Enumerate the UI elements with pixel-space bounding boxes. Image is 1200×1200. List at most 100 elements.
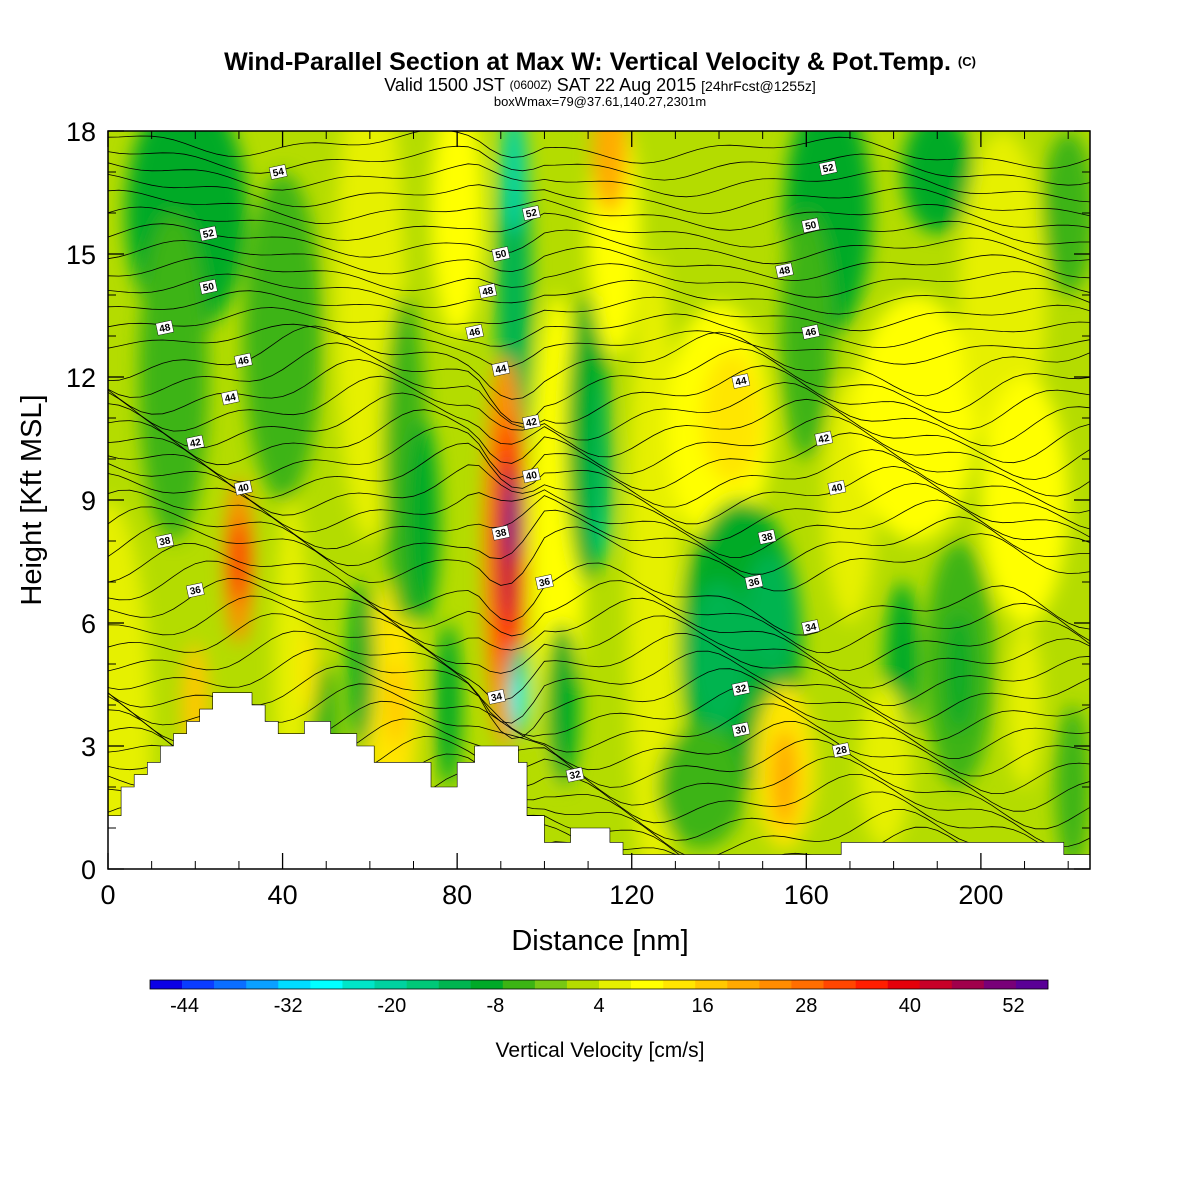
colorbar-swatch	[1015, 980, 1049, 989]
theta-contour	[108, 426, 1090, 497]
theta-contour	[108, 463, 1090, 530]
contour-label: 44	[731, 373, 751, 389]
theta-contour	[108, 506, 1090, 575]
colorbar-swatch	[246, 980, 279, 989]
field-blob	[500, 131, 527, 234]
field-blob	[701, 352, 763, 484]
contour-label: 48	[155, 320, 175, 336]
contour-label-box	[199, 225, 218, 242]
velocity-field: 54 52 50 48 46 44 42 40 38 36 52 50 48 46 44 42 40 38 36 34…	[108, 131, 1090, 869]
contour-label-text: 52	[822, 162, 836, 175]
field-blob	[243, 172, 322, 500]
theta-contour	[108, 578, 1090, 671]
velocity-streak	[300, 623, 318, 714]
theta-contour	[108, 442, 1090, 514]
colorbar-tick-label: 52	[1002, 995, 1024, 1017]
contour-label-box	[268, 164, 288, 180]
theta-contour	[108, 131, 1090, 169]
x-tick-label: 200	[958, 880, 1003, 910]
colorbar-swatch	[470, 980, 504, 989]
contour-label-box	[818, 160, 838, 176]
theta-contour	[108, 206, 1090, 248]
contour-label-text: 50	[202, 281, 216, 294]
colorbar-swatch	[599, 980, 632, 989]
contour-label-text: 32	[734, 683, 748, 696]
x-tick-label: 160	[784, 880, 829, 910]
contour-label-text: 40	[525, 470, 539, 483]
contour-label-box	[199, 279, 218, 295]
contour-label: 46	[465, 324, 484, 340]
theta-contour	[108, 325, 1090, 400]
contour-label-box	[185, 434, 205, 451]
colorbar-swatch	[727, 980, 760, 989]
theta-contour	[108, 223, 1090, 265]
x-tick-label: 0	[100, 880, 115, 910]
colorbar-swatch	[406, 980, 439, 989]
theta-contour	[108, 273, 1090, 315]
contour-label-text: 42	[525, 416, 539, 429]
y-tick-label: 9	[81, 486, 96, 516]
contour-label: 48	[478, 283, 498, 299]
field-blob	[544, 623, 580, 787]
theta-contour	[108, 613, 1090, 707]
contour-label: 42	[814, 430, 834, 447]
contour-label-text: 52	[525, 207, 539, 220]
contour-label: 52	[199, 225, 218, 242]
colorbar-swatch	[791, 980, 824, 989]
field-blob	[657, 725, 746, 849]
contour-label-box	[522, 467, 541, 484]
x-axis-label: Distance [nm]	[511, 925, 688, 957]
contour-label: 42	[185, 434, 205, 451]
colorbar	[149, 979, 1049, 990]
contour-label-text: 44	[734, 375, 748, 388]
theta-contour	[108, 240, 1090, 282]
field-blob	[980, 377, 1069, 623]
theta-contour	[108, 342, 1090, 424]
contour-label: 38	[491, 525, 511, 541]
contour-label: 42	[522, 414, 541, 430]
field-blob	[138, 213, 209, 541]
contour-label: 48	[775, 262, 794, 279]
contour-label-text: 30	[734, 724, 748, 737]
colorbar-swatch	[310, 980, 343, 989]
contour-label: 36	[744, 574, 764, 590]
contour-label: 52	[818, 160, 838, 176]
contour-label: 46	[233, 352, 253, 369]
velocity-streak	[592, 377, 610, 521]
theta-contour	[108, 174, 1090, 217]
contour-label-text: 46	[468, 326, 482, 339]
x-tick-label: 80	[442, 880, 472, 910]
contour-label-text: 38	[494, 527, 508, 540]
theta-contour	[108, 542, 1090, 636]
contour-label-box	[801, 324, 820, 340]
contour-label-box	[731, 680, 751, 697]
contour-label-text: 36	[748, 576, 762, 589]
contour-label-box	[487, 689, 506, 705]
contour-label-text: 42	[189, 437, 203, 450]
contour-label: 50	[491, 246, 511, 262]
field-blob	[945, 610, 973, 734]
colorbar-tick-label: 40	[899, 995, 921, 1017]
field-blob	[404, 418, 440, 623]
contour-label-box	[801, 217, 820, 234]
colorbar-swatch	[566, 980, 600, 989]
contour-label: 54	[268, 164, 288, 180]
chart-subtitle: Valid 1500 JST (0600Z) SAT 22 Aug 2015 […	[384, 75, 816, 95]
contour-label: 44	[220, 389, 240, 406]
colorbar-swatch	[214, 980, 247, 989]
contour-label-text: 52	[202, 228, 216, 241]
contour-label-text: 36	[189, 585, 203, 598]
colorbar-tick-label: -8	[486, 995, 504, 1017]
contour-label-text: 50	[494, 248, 508, 261]
colorbar-tick-label: 4	[593, 995, 604, 1017]
contour-label-text: 46	[804, 326, 818, 339]
contour-label-text: 54	[272, 166, 286, 179]
contour-label-text: 36	[538, 576, 552, 589]
theta-contour-labels: 54 52 50 48 46 44 42 40 38 36 52 50 48 46 44 42 40 38 36 34…	[155, 160, 851, 783]
contour-label: 50	[801, 217, 820, 234]
colorbar-tick-label: -44	[170, 995, 199, 1017]
contour-label-box	[522, 414, 541, 430]
x-axis: 0 40 80 120 160 200	[100, 131, 1069, 910]
contour-label-text: 32	[569, 769, 583, 782]
